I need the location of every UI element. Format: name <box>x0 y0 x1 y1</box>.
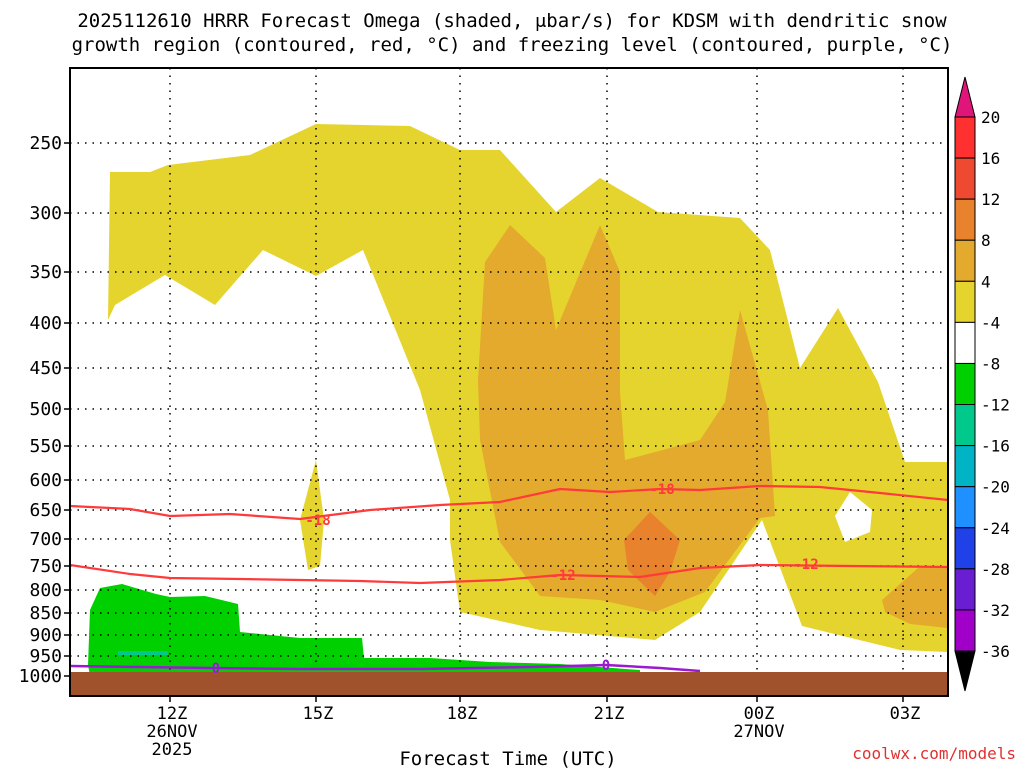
contour-dendritic-12 <box>69 563 949 585</box>
y-tick-label-600: 600 <box>29 470 62 491</box>
colorbar-label-12: 12 <box>981 190 1000 209</box>
colorbar-label-20: 20 <box>981 108 1000 127</box>
y-tick-label-700: 700 <box>29 529 62 550</box>
colorbar-label--4: -4 <box>981 313 1000 332</box>
y-tick-label-250: 250 <box>29 133 62 154</box>
contour-label-18-b: -18 <box>649 482 674 498</box>
colorbar-bin-11 <box>954 568 976 611</box>
omega-hole <box>835 492 872 542</box>
y-axis: 2503003504004505005506006507007508008509… <box>19 133 70 687</box>
x-tick-label-00Z: 00Z <box>744 704 775 724</box>
colorbar-bin-0 <box>954 116 976 159</box>
terrain-ground <box>70 672 948 696</box>
contour-dendritic-18 <box>69 484 949 521</box>
y-tick-label-750: 750 <box>29 556 62 577</box>
omega-fill-8-12 <box>478 225 775 612</box>
x-tick-label-18Z: 18Z <box>447 704 478 724</box>
colorbar-bin-7 <box>954 404 976 447</box>
y-tick-label-650: 650 <box>29 500 62 521</box>
colorbar-bin-6 <box>954 362 976 406</box>
y-tick-label-300: 300 <box>29 203 62 224</box>
omega-fill-8-12-right <box>882 566 948 628</box>
x-tick-label-21Z: 21Z <box>594 704 625 724</box>
chart-title-line1: 2025112610 HRRR Forecast Omega (shaded, … <box>77 10 947 32</box>
colorbar: 20 16 12 8 4 -4 -8 -12 -16 -20 -24 -28 -32 -36 <box>954 76 1010 692</box>
colorbar-bin-12 <box>954 609 976 652</box>
y-tick-label-1000: 1000 <box>19 666 62 687</box>
contour-label-12-a: -12 <box>550 568 575 584</box>
colorbar-top-arrow <box>954 76 976 118</box>
colorbar-label-16: 16 <box>981 149 1000 168</box>
omega-fill-neg4-neg8 <box>88 584 640 676</box>
chart-title-line2: growth region (contoured, red, °C) and f… <box>71 34 953 56</box>
colorbar-label--28: -28 <box>981 560 1010 579</box>
colorbar-bin-2 <box>954 198 976 241</box>
y-tick-label-950: 950 <box>29 646 62 667</box>
y-tick-label-500: 500 <box>29 399 62 420</box>
colorbar-label--32: -32 <box>981 601 1010 620</box>
vertical-gridlines <box>169 68 904 672</box>
y-tick-label-400: 400 <box>29 313 62 334</box>
colorbar-label--8: -8 <box>981 354 1000 373</box>
colorbar-label-4: 4 <box>981 272 991 291</box>
omega-fill-4-8-cell <box>300 460 324 570</box>
omega-fill-neg8-neg12 <box>118 651 168 655</box>
contour-label-0-a: 0 <box>212 661 220 677</box>
x-tick-label-03Z: 03Z <box>890 704 921 724</box>
colorbar-bin-9 <box>954 486 976 529</box>
colorbar-label--12: -12 <box>981 396 1010 415</box>
y-tick-label-350: 350 <box>29 262 62 283</box>
x-tick-year: 2025 <box>152 740 193 760</box>
colorbar-bin-5 <box>954 321 976 364</box>
x-axis-label: Forecast Time (UTC) <box>399 748 616 768</box>
plot-frame <box>69 67 949 697</box>
y-tick-label-800: 800 <box>29 580 62 601</box>
contour-freezing-level <box>69 663 701 673</box>
colorbar-label--16: -16 <box>981 437 1010 456</box>
colorbar-bin-4 <box>954 280 976 323</box>
x-tick-label-15Z: 15Z <box>303 704 334 724</box>
colorbar-label--24: -24 <box>981 519 1010 538</box>
colorbar-label-8: 8 <box>981 231 991 250</box>
y-tick-label-850: 850 <box>29 603 62 624</box>
x-tick-date-27NOV: 27NOV <box>733 722 784 742</box>
contour-lines: -18 -18 -12 -12 0 0 <box>69 482 949 677</box>
contour-label-0-b: 0 <box>602 658 610 674</box>
colorbar-bin-1 <box>954 157 976 200</box>
x-tick-date-26NOV: 26NOV <box>146 722 197 742</box>
contour-label-18-a: -18 <box>305 513 330 529</box>
colorbar-label--20: -20 <box>981 478 1010 497</box>
contour-label-12-b: -12 <box>793 557 818 573</box>
colorbar-bin-8 <box>954 445 976 488</box>
colorbar-bin-10 <box>954 527 976 570</box>
x-tick-label-12Z: 12Z <box>157 704 188 724</box>
colorbar-label--36: -36 <box>981 642 1010 661</box>
omega-fill-12-16 <box>624 512 680 596</box>
colorbar-bin-3 <box>954 239 976 282</box>
credit-link[interactable]: coolwx.com/models <box>852 744 1016 763</box>
colorbar-bottom-arrow <box>954 650 976 692</box>
y-tick-label-550: 550 <box>29 436 62 457</box>
y-tick-label-450: 450 <box>29 358 62 379</box>
y-tick-label-900: 900 <box>29 625 62 646</box>
